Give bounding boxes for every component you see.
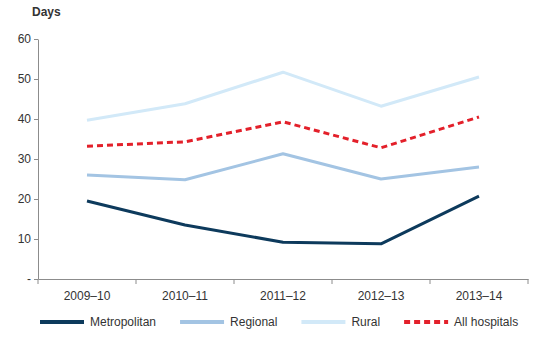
series-line (87, 196, 479, 244)
x-tick-label: 2012–13 (358, 289, 405, 303)
x-boundary-tick (38, 279, 39, 284)
y-tick: 40 (18, 112, 38, 126)
y-tick-mark (34, 119, 38, 120)
legend-item: Metropolitan (40, 315, 156, 329)
x-tick: 2013–14 (456, 279, 503, 303)
legend: Metropolitan Regional Rural All hospitals (40, 315, 518, 329)
legend-label: All hospitals (454, 315, 518, 329)
legend-swatch (180, 320, 224, 324)
x-tick: 2010–11 (162, 279, 208, 303)
y-tick-mark (34, 79, 38, 80)
x-boundary-tick (332, 279, 333, 284)
y-tick-label: 60 (18, 32, 32, 46)
legend-label: Rural (351, 315, 380, 329)
y-tick-label: 10 (18, 232, 32, 246)
x-tick: 2012–13 (358, 279, 405, 303)
x-tick: 2011–12 (260, 279, 306, 303)
y-tick: 10 (18, 232, 38, 246)
x-boundary-tick (234, 279, 235, 284)
series-line (87, 154, 479, 180)
plot-area (87, 72, 479, 244)
y-tick-mark (34, 239, 38, 240)
legend-item: Regional (180, 315, 277, 329)
y-tick: 60 (18, 32, 38, 46)
x-tick-label: 2010–11 (162, 289, 208, 303)
legend-label: Metropolitan (90, 315, 156, 329)
x-tick-label: 2009–10 (64, 289, 111, 303)
legend-swatch (301, 320, 345, 324)
x-axis: 2009–10 2010–11 2011–12 2012–13 2013–14 (38, 279, 529, 303)
y-tick: 50 (18, 72, 38, 86)
x-tick-label: 2011–12 (260, 289, 306, 303)
y-tick: 20 (18, 192, 38, 206)
series-line (87, 72, 479, 120)
y-tick-label: 20 (18, 192, 32, 206)
y-tick-label: 30 (18, 152, 32, 166)
y-tick-mark (34, 279, 38, 280)
y-tick-label: - (27, 272, 31, 286)
y-tick-mark (34, 199, 38, 200)
series-line (87, 117, 479, 148)
x-boundary-tick (430, 279, 431, 284)
x-axis-line (39, 279, 529, 280)
y-tick-label: 50 (18, 72, 32, 86)
y-tick-mark (34, 39, 38, 40)
chart: - 10 20 30 40 50 60 2009–10 2010–11 2011–12 2012–1… (0, 0, 559, 341)
y-axis-line (38, 40, 39, 280)
legend-item: Rural (301, 315, 380, 329)
legend-label: Regional (230, 315, 277, 329)
legend-swatch (404, 320, 448, 324)
y-tick-label: 40 (18, 112, 32, 126)
y-axis-title: Days (32, 5, 61, 19)
x-tick: 2009–10 (64, 279, 111, 303)
x-boundary-tick (528, 279, 529, 284)
legend-swatch (40, 320, 84, 324)
x-boundary-tick (136, 279, 137, 284)
y-tick-mark (34, 159, 38, 160)
y-tick: - (27, 272, 38, 286)
legend-item: All hospitals (404, 315, 518, 329)
y-tick: 30 (18, 152, 38, 166)
y-axis: - 10 20 30 40 50 60 (18, 32, 39, 286)
x-tick-label: 2013–14 (456, 289, 503, 303)
